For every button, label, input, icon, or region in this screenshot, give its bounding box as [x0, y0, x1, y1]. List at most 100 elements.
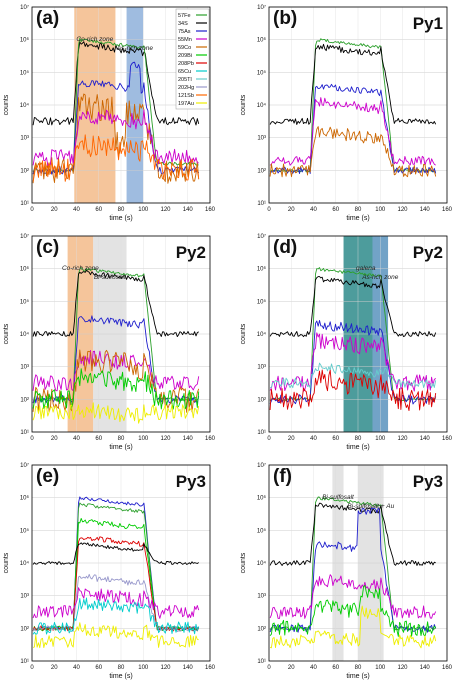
x-tick-label: 120 — [160, 665, 171, 671]
legend-label: 205Tl — [178, 77, 192, 83]
series-line-as — [269, 319, 437, 405]
plot-frame — [31, 464, 211, 662]
x-tick-label: 80 — [355, 436, 362, 442]
pyrite-generation-label: Py3 — [176, 472, 206, 491]
x-tick-label: 140 — [183, 665, 194, 671]
panel-a: 10¹ 10² 10³ 10⁴ 10⁵ 10⁶ 10⁷ 0 20 40 60 80 100 120 140 1… — [0, 0, 237, 229]
panel-letter: (e) — [36, 466, 59, 487]
panel-f: 10¹ 10² 10³ 10⁴ 10⁵ 10⁶ 10⁷ 0 20 40 60 80 100 120 140 1… — [237, 458, 474, 687]
legend — [175, 8, 210, 110]
x-tick-label: 0 — [267, 665, 271, 671]
y-tick-label: 10² — [20, 626, 29, 632]
pyrite-generation-label: Py1 — [413, 14, 443, 33]
y-tick-label: 10¹ — [20, 659, 29, 665]
x-tick-label: 60 — [95, 207, 102, 213]
zone-label: As-rich zone — [116, 45, 154, 52]
x-axis-label: time (s) — [109, 673, 132, 680]
x-tick-label: 140 — [183, 207, 194, 213]
x-tick-label: 80 — [118, 207, 125, 213]
series-line-co — [269, 126, 437, 178]
x-tick-label: 60 — [332, 436, 339, 442]
y-tick-label: 10³ — [20, 594, 29, 600]
y-tick-label: 10² — [20, 168, 29, 174]
x-tick-label: 160 — [205, 665, 216, 671]
x-tick-label: 0 — [30, 207, 34, 213]
series-line-mn — [32, 350, 200, 392]
panel-letter: (d) — [273, 237, 297, 258]
x-tick-label: 100 — [138, 665, 149, 671]
y-tick-label: 10¹ — [257, 659, 266, 665]
chart-f: 10¹ 10² 10³ 10⁴ 10⁵ 10⁶ 10⁷ 0 20 40 60 80 100 120 140 1… — [240, 462, 453, 680]
panel-letter: (f) — [273, 466, 292, 487]
y-tick-label: 10⁵ — [20, 527, 30, 534]
y-tick-label: 10⁶ — [257, 266, 267, 273]
x-tick-label: 60 — [332, 665, 339, 671]
y-axis-label: counts — [3, 323, 10, 344]
x-tick-label: 20 — [51, 436, 58, 442]
x-tick-label: 120 — [397, 436, 408, 442]
x-tick-label: 80 — [355, 665, 362, 671]
series-line-mn — [269, 332, 436, 392]
x-tick-label: 0 — [267, 436, 271, 442]
x-tick-label: 140 — [420, 207, 431, 213]
plot-frame — [268, 464, 448, 662]
y-tick-label: 10⁴ — [257, 102, 267, 109]
y-tick-label: 10³ — [257, 136, 266, 142]
x-tick-label: 0 — [30, 665, 34, 671]
x-tick-label: 100 — [375, 207, 386, 213]
chart-b: 10¹ 10² 10³ 10⁴ 10⁵ 10⁶ 10⁷ 0 20 40 60 80 100 120 140 1… — [240, 4, 453, 222]
legend-label: 208Pb — [178, 61, 194, 67]
y-tick-label: 10⁴ — [257, 560, 267, 567]
x-tick-label: 40 — [73, 665, 80, 671]
series-line-mn — [32, 587, 200, 619]
legend-label: 121Sb — [178, 93, 194, 99]
x-tick-label: 140 — [183, 436, 194, 442]
legend-label: 57Fe — [178, 13, 191, 19]
series-line-mn — [269, 97, 436, 166]
panel-c: 10¹ 10² 10³ 10⁴ 10⁵ 10⁶ 10⁷ 0 20 40 60 80 100 120 140 1… — [0, 229, 237, 458]
series-line-tl — [269, 362, 437, 389]
x-tick-label: 120 — [397, 207, 408, 213]
x-tick-label: 40 — [73, 436, 80, 442]
x-tick-label: 160 — [205, 436, 216, 442]
y-tick-label: 10¹ — [20, 430, 29, 436]
pyrite-generation-label: Py3 — [413, 472, 443, 491]
zone-label: As-rich zone — [361, 274, 399, 281]
series-line-mn — [269, 574, 437, 619]
x-tick-label: 60 — [95, 436, 102, 442]
x-tick-label: 120 — [160, 207, 171, 213]
x-tick-label: 0 — [30, 436, 34, 442]
x-tick-label: 40 — [310, 207, 317, 213]
series-line-s — [269, 43, 437, 125]
y-tick-label: 10¹ — [20, 201, 29, 207]
plot-frame — [31, 235, 211, 433]
y-axis-label: counts — [240, 552, 247, 573]
chart-d: 10¹ 10² 10³ 10⁴ 10⁵ 10⁶ 10⁷ 0 20 40 60 80 100 120 140 1… — [240, 233, 453, 451]
y-tick-label: 10⁷ — [257, 233, 266, 240]
zone-label: Bi-sulfosalt — [94, 274, 127, 281]
legend-label: 197Au — [178, 101, 194, 107]
x-tick-label: 20 — [288, 207, 295, 213]
x-tick-label: 100 — [375, 665, 386, 671]
legend-label: 202Hg — [178, 85, 194, 91]
panel-d: 10¹ 10² 10³ 10⁴ 10⁵ 10⁶ 10⁷ 0 20 40 60 80 100 120 140 1… — [237, 229, 474, 458]
x-tick-label: 60 — [332, 207, 339, 213]
series-line-s — [32, 269, 199, 338]
y-tick-label: 10³ — [20, 365, 29, 371]
y-tick-label: 10⁶ — [257, 495, 267, 502]
panel-e: 10¹ 10² 10³ 10⁴ 10⁵ 10⁶ 10⁷ 0 20 40 60 80 100 120 140 1… — [0, 458, 237, 687]
y-tick-label: 10⁴ — [20, 331, 30, 338]
x-tick-label: 100 — [138, 436, 149, 442]
y-tick-label: 10⁵ — [257, 69, 267, 76]
y-tick-label: 10¹ — [257, 201, 266, 207]
y-tick-label: 10³ — [20, 136, 29, 142]
x-axis-label: time (s) — [346, 444, 369, 451]
legend-label: 75As — [178, 29, 191, 35]
panel-letter: (c) — [36, 237, 59, 258]
y-tick-label: 10⁵ — [20, 298, 30, 305]
series-line-au — [269, 605, 437, 649]
series-line-au — [32, 622, 199, 649]
y-tick-label: 10⁷ — [20, 4, 29, 11]
x-tick-label: 40 — [310, 436, 317, 442]
x-tick-label: 100 — [138, 207, 149, 213]
